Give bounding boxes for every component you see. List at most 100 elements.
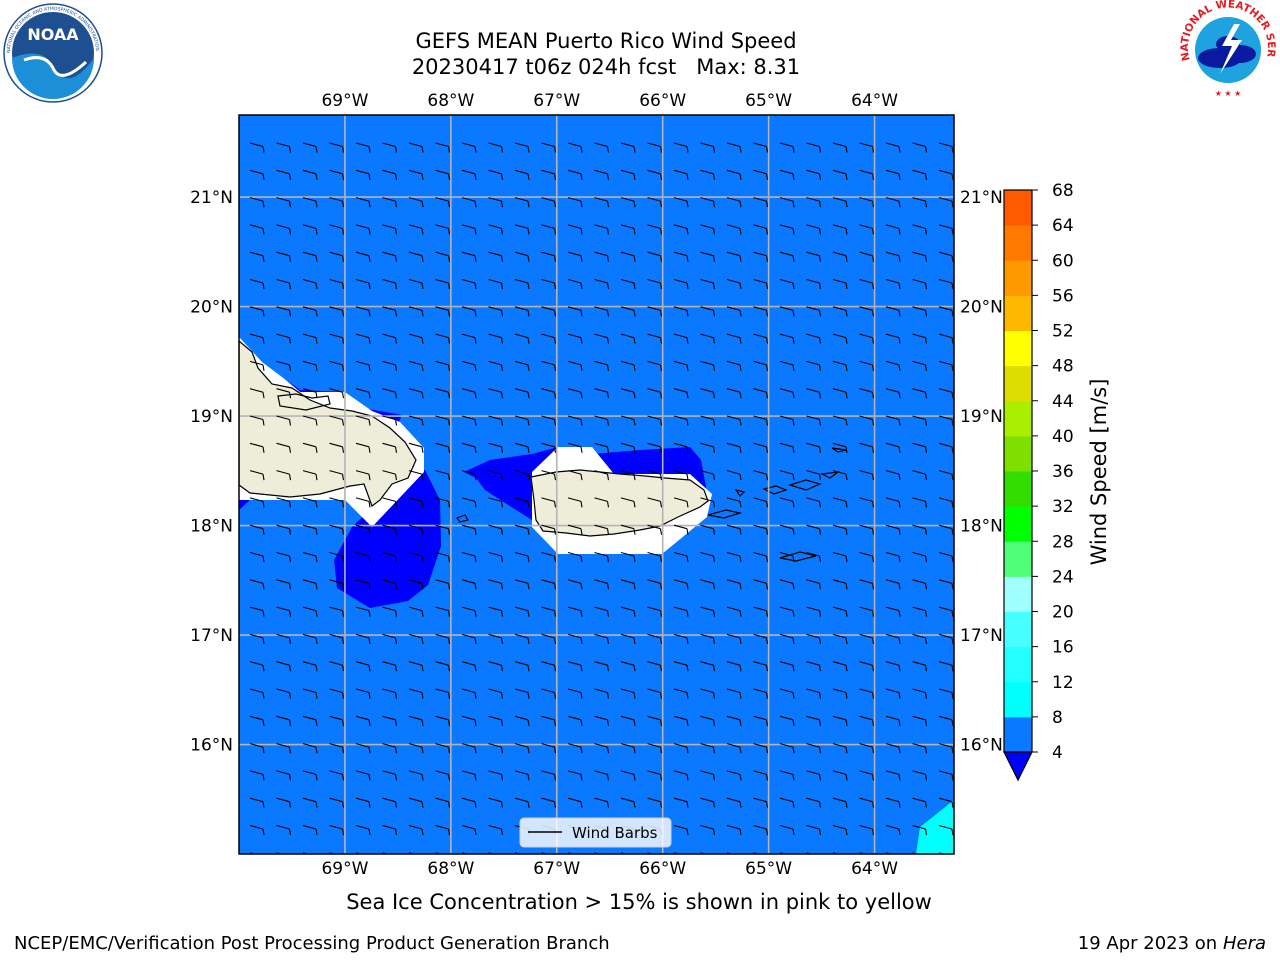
wind-barb <box>832 551 848 563</box>
wind-barb <box>514 797 530 808</box>
wind-barb <box>435 524 451 535</box>
wind-barb <box>673 661 689 672</box>
colorbar-tick-label: 4 <box>1052 743 1063 763</box>
wind-barb <box>276 388 292 399</box>
wind-barb <box>302 661 318 672</box>
wind-barb <box>594 661 610 672</box>
wind-barb <box>302 606 318 617</box>
wind-barb <box>806 224 822 235</box>
wind-barb <box>594 360 610 371</box>
wind-barb <box>514 197 530 208</box>
wind-barb <box>541 715 557 726</box>
wind-barb <box>779 688 795 699</box>
wind-barb <box>461 306 477 317</box>
wind-barb <box>673 278 689 290</box>
wind-barb <box>276 688 292 699</box>
wind-barb <box>806 415 822 426</box>
wind-barb <box>541 197 557 208</box>
wind-barb <box>276 197 292 208</box>
wind-barb <box>938 142 954 153</box>
coastline-tortuga-gonave <box>277 393 331 411</box>
lon-label-bottom-2: 67°W <box>533 859 580 879</box>
wind-barb <box>435 169 451 180</box>
wind-barb <box>408 333 424 344</box>
wind-barb <box>488 715 504 726</box>
wind-barb <box>461 497 477 508</box>
wind-barb <box>779 278 795 290</box>
wind-barb <box>435 797 451 808</box>
wind-barb <box>488 551 504 563</box>
wind-barb <box>912 470 928 481</box>
wind-barb <box>302 197 318 208</box>
wind-barb <box>620 770 636 781</box>
lat-label-right-4: 17°N <box>960 626 1003 646</box>
wind-barb <box>435 743 451 754</box>
wind-barb <box>859 824 875 836</box>
wind-barb <box>435 606 451 617</box>
wind-barb <box>276 169 292 180</box>
wind-barb <box>408 824 424 836</box>
wind-barb <box>488 470 504 481</box>
wind-barb <box>541 524 557 535</box>
wind-barb <box>726 824 742 836</box>
wind-barb <box>249 579 265 590</box>
wind-barb <box>726 142 742 153</box>
wind-barb <box>647 442 663 453</box>
wind-barb <box>382 470 398 481</box>
nws-logo: NATIONAL WEATHER SERVICE ★ ★ ★ <box>1172 0 1280 100</box>
wind-barb <box>859 251 875 262</box>
wind-barb <box>435 360 451 371</box>
wind-barb <box>647 579 663 590</box>
wind-barb <box>594 470 610 481</box>
wind-barb <box>647 224 663 235</box>
wind-barb <box>700 824 716 836</box>
wind-barb <box>461 278 477 290</box>
wind-barb <box>859 470 875 481</box>
wind-barb <box>355 169 371 180</box>
wind-barb <box>382 551 398 563</box>
wind-barb <box>408 524 424 535</box>
wind-barb <box>700 551 716 563</box>
wind-barb <box>806 743 822 754</box>
lon-label-bottom-0: 69°W <box>321 859 368 879</box>
wind-barb <box>779 579 795 590</box>
wind-barb <box>806 333 822 344</box>
wind-barb <box>938 415 954 426</box>
lon-label-top-0: 69°W <box>321 91 368 111</box>
wind-barb <box>329 278 345 290</box>
wind-barb <box>912 579 928 590</box>
wind-barb <box>382 770 398 781</box>
wind-barb <box>859 197 875 208</box>
wind-barb <box>276 142 292 153</box>
wind-barb <box>355 251 371 262</box>
wind-barb <box>435 579 451 590</box>
noaa-logo-text: NOAA <box>27 25 79 44</box>
wind-barb <box>355 278 371 290</box>
wind-barb <box>832 497 848 508</box>
wind-barb <box>859 333 875 344</box>
wind-barb <box>753 360 769 371</box>
wind-barb <box>276 524 292 535</box>
wind-barb <box>594 142 610 153</box>
wind-barb <box>726 251 742 262</box>
wind-barb <box>859 770 875 781</box>
wind-barb <box>779 797 795 808</box>
wind-barb <box>806 633 822 644</box>
wind-barb <box>461 715 477 726</box>
wind-barb <box>673 633 689 644</box>
wind-barb <box>859 142 875 153</box>
wind-barb <box>938 497 954 508</box>
wind-barb <box>726 606 742 617</box>
wind-barb <box>594 333 610 344</box>
wind-barb <box>488 743 504 754</box>
wind-barb <box>806 688 822 699</box>
wind-barb <box>806 579 822 590</box>
wind-barb <box>832 661 848 672</box>
wind-barb <box>647 497 663 508</box>
wind-barb <box>567 688 583 699</box>
wind-barb <box>249 224 265 235</box>
wind-barb <box>753 306 769 317</box>
wind-barb <box>938 197 954 208</box>
wind-barb <box>620 251 636 262</box>
